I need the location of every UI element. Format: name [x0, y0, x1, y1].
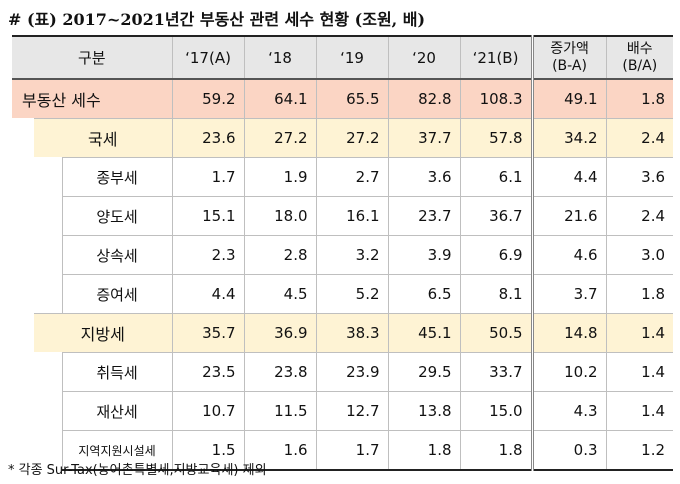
table-title: # (표) 2017~2021년간 부동산 관련 세수 현황 (조원, 배) [8, 10, 426, 29]
row-label: 부동산 세수 [12, 78, 173, 119]
row-total: 부동산 세수 59.2 64.1 65.5 82.8 108.3 49.1 1.… [12, 78, 674, 119]
header-category: 구분 [12, 35, 173, 80]
row-local: 지방세 35.7 36.9 38.3 45.1 50.5 14.8 1.4 [12, 313, 674, 353]
row-label: 상속세 [62, 235, 173, 275]
real-estate-tax-table: 구분 ‘17(A) ‘18 ‘19 ‘20 ‘21(B) 증가액 (B-A) 배수… [12, 35, 674, 471]
row-label: 취득세 [62, 352, 173, 392]
header-year-19: ‘19 [315, 35, 389, 80]
header-year-21: ‘21(B) [459, 35, 533, 80]
row-property: 재산세 10.7 11.5 12.7 13.8 15.0 4.3 1.4 [12, 391, 674, 431]
row-label: 지역지원시설세 [62, 430, 173, 471]
row-label: 종부세 [62, 157, 173, 197]
row-gift: 증여세 4.4 4.5 5.2 6.5 8.1 3.7 1.8 [12, 274, 674, 314]
header-year-20: ‘20 [387, 35, 461, 80]
header-increase: 증가액 (B-A) [530, 35, 607, 80]
row-label: 증여세 [62, 274, 173, 314]
header-year-17: ‘17(A) [171, 35, 245, 80]
header-ratio: 배수 (B/A) [605, 35, 674, 80]
header-row: 구분 ‘17(A) ‘18 ‘19 ‘20 ‘21(B) 증가액 (B-A) 배수… [12, 35, 674, 80]
row-inherit: 상속세 2.3 2.8 3.2 3.9 6.9 4.6 3.0 [12, 235, 674, 275]
row-transfer: 양도세 15.1 18.0 16.1 23.7 36.7 21.6 2.4 [12, 196, 674, 236]
row-label: 재산세 [62, 391, 173, 431]
footnote: * 각종 Sur-Tax(농어촌특별세,지방교육세) 제외 [8, 463, 267, 478]
row-national: 국세 23.6 27.2 27.2 37.7 57.8 34.2 2.4 [12, 118, 674, 470]
header-year-18: ‘18 [243, 35, 317, 80]
row-regional: 지역지원시설세 1.5 1.6 1.7 1.8 1.8 0.3 1.2 [12, 430, 674, 471]
row-acq: 취득세 23.5 23.8 23.9 29.5 33.7 10.2 1.4 [12, 352, 674, 470]
row-label: 지방세 [34, 313, 173, 353]
row-label: 국세 [34, 118, 173, 158]
row-comp: 종부세 1.7 1.9 2.7 3.6 6.1 4.4 3.6 [12, 157, 674, 314]
row-label: 양도세 [62, 196, 173, 236]
